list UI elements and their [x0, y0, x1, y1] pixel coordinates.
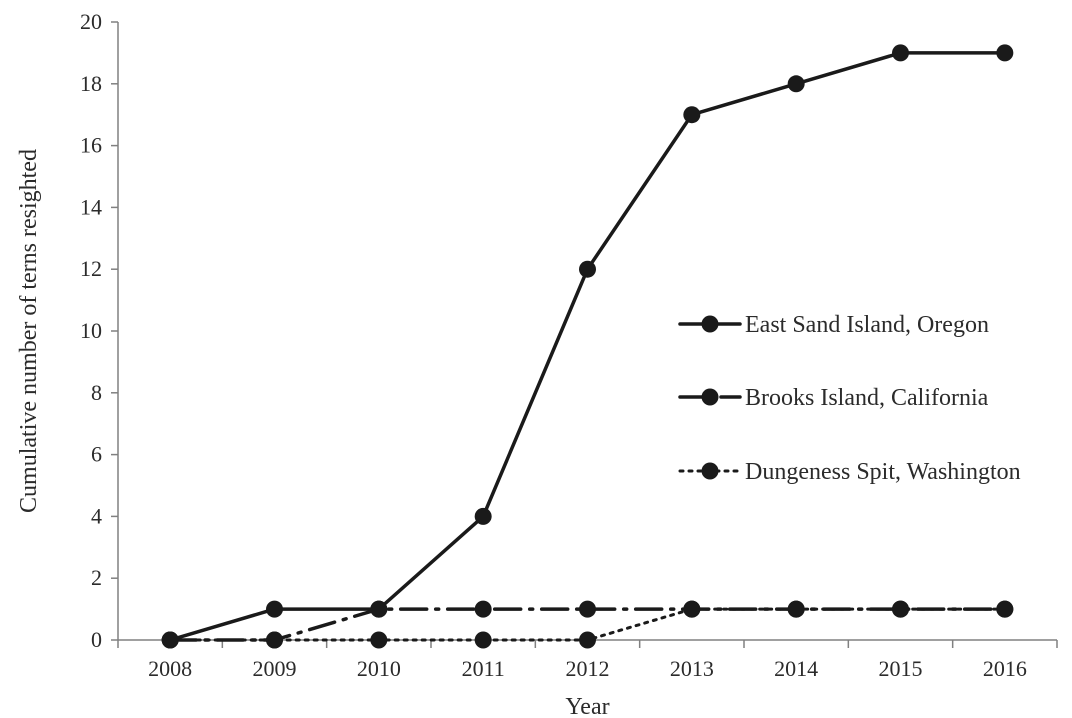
- data-point: [683, 600, 701, 618]
- x-tick-label: 2013: [670, 656, 714, 681]
- data-point: [474, 600, 492, 618]
- data-point: [579, 600, 596, 618]
- data-point: [474, 631, 492, 649]
- legend-marker: [701, 315, 719, 333]
- y-tick-label: 20: [80, 9, 102, 34]
- legend-item: East Sand Island, Oregon: [678, 312, 989, 338]
- y-tick-label: 12: [80, 256, 102, 281]
- series-1: [161, 44, 1014, 649]
- data-point: [370, 600, 388, 618]
- x-tick-label: 2008: [148, 656, 192, 681]
- data-point: [996, 600, 1014, 618]
- x-tick-label: 2010: [357, 656, 401, 681]
- data-point: [892, 44, 909, 62]
- data-point: [266, 600, 283, 618]
- x-axis-ticks: 2008 2009 2010 2011 2012 2013 2014 2015 2016: [117, 640, 1058, 681]
- y-tick-label: 14: [80, 194, 102, 219]
- data-point: [474, 507, 492, 525]
- data-point: [266, 631, 283, 649]
- legend-label: East Sand Island, Oregon: [745, 312, 989, 338]
- y-tick-label: 10: [80, 318, 102, 343]
- x-axis-title: Year: [565, 694, 609, 718]
- data-point: [579, 631, 596, 649]
- legend-item: Brooks Island, California: [678, 385, 989, 411]
- y-axis-ticks: 0 2 4 6 8 10 12 14 16 18 20: [80, 9, 118, 652]
- y-tick-label: 4: [91, 503, 102, 528]
- data-point: [892, 600, 909, 618]
- x-tick-label: 2009: [253, 656, 297, 681]
- data-point: [683, 106, 701, 124]
- x-tick-label: 2012: [566, 656, 610, 681]
- data-point: [370, 631, 388, 649]
- x-tick-label: 2015: [879, 656, 923, 681]
- y-axis-title: Cumulative number of terns resighted: [16, 149, 42, 513]
- legend-label: Dungeness Spit, Washington: [745, 459, 1021, 485]
- y-tick-label: 0: [91, 627, 102, 652]
- data-point: [161, 631, 179, 649]
- x-tick-label: 2014: [774, 656, 818, 681]
- y-tick-label: 18: [80, 71, 102, 96]
- legend-marker: [701, 462, 719, 480]
- series-line: [168, 51, 1007, 642]
- data-point: [579, 260, 596, 278]
- series-layer: [161, 44, 1014, 649]
- data-point: [787, 600, 805, 618]
- legend-marker: [701, 388, 719, 406]
- data-point: [996, 44, 1014, 62]
- data-point: [787, 75, 805, 93]
- x-tick-label: 2011: [462, 656, 505, 681]
- y-tick-label: 6: [91, 442, 102, 467]
- legend-item: Dungeness Spit, Washington: [678, 459, 1021, 485]
- legend-label: Brooks Island, California: [745, 385, 989, 411]
- y-tick-label: 2: [91, 565, 102, 590]
- y-tick-label: 8: [91, 380, 102, 405]
- y-tick-label: 16: [80, 133, 102, 158]
- x-tick-label: 2016: [983, 656, 1027, 681]
- legend: East Sand Island, Oregon Brooks Island, C…: [678, 312, 1021, 485]
